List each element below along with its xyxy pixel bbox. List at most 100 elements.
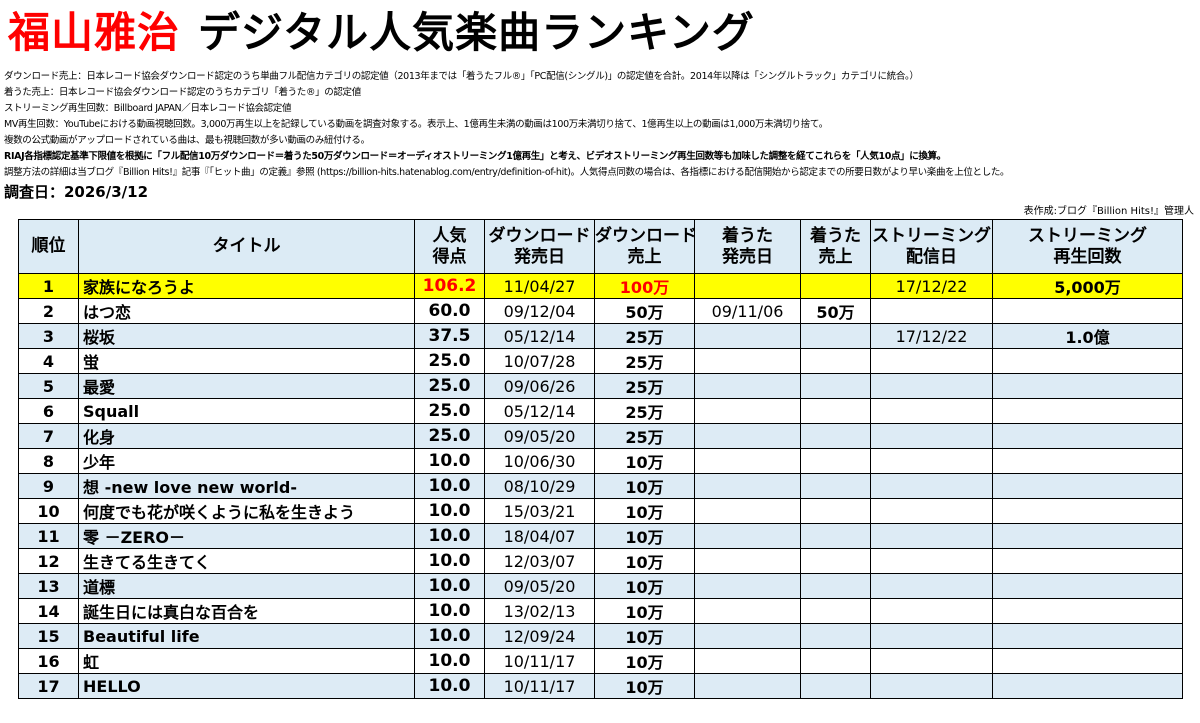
cell-streaming-date	[870, 523, 993, 549]
cell-chakuuta-sales: 50万	[800, 298, 871, 324]
table-row: 5 最愛 25.0 09/06/26 25万	[18, 373, 1183, 399]
author-credit: 表作成:ブログ『Billion Hits!』管理人	[1023, 206, 1194, 217]
artist-name: 福山雅治	[8, 8, 181, 57]
col-download-date: ダウンロード 発売日	[484, 219, 595, 274]
cell-chakuuta-date	[694, 398, 801, 424]
col-download-sales: ダウンロード 売上	[594, 219, 695, 274]
col-streaming-date: ストリーミング 配信日	[870, 219, 993, 274]
cell-chakuuta-sales	[800, 523, 871, 549]
cell-points: 10.0	[414, 498, 485, 524]
cell-rank: 7	[18, 423, 79, 449]
cell-download-sales: 100万	[594, 273, 695, 299]
cell-streaming-date	[870, 298, 993, 324]
note-scoring: RIAJ各指標認定基準下限値を根拠に「フル配信10万ダウンロード＝着うた50万ダ…	[4, 151, 946, 162]
cell-download-sales: 25万	[594, 373, 695, 399]
cell-streaming-plays	[992, 423, 1183, 449]
cell-download-date: 10/07/28	[484, 348, 595, 374]
note-adjustment: 調整方法の詳細は当ブログ『Billion Hits!』記事『「ヒット曲」の定義』…	[4, 167, 1010, 178]
cell-download-date: 05/12/14	[484, 398, 595, 424]
cell-chakuuta-sales	[800, 498, 871, 524]
cell-chakuuta-sales	[800, 323, 871, 349]
cell-download-date: 10/11/17	[484, 648, 595, 674]
cell-streaming-date	[870, 598, 993, 624]
cell-streaming-plays	[992, 673, 1183, 699]
cell-download-sales: 10万	[594, 598, 695, 624]
cell-streaming-plays: 5,000万	[992, 273, 1183, 299]
cell-streaming-date	[870, 623, 993, 649]
notes-block: ダウンロード売上：日本レコード協会ダウンロード認定のうち単曲フル配信カテゴリの認…	[4, 69, 1194, 181]
cell-chakuuta-sales	[800, 598, 871, 624]
table-row: 13 道標 10.0 09/05/20 10万	[18, 573, 1183, 599]
cell-chakuuta-date	[694, 373, 801, 399]
cell-download-date: 08/10/29	[484, 473, 595, 499]
cell-download-date: 10/06/30	[484, 448, 595, 474]
cell-streaming-plays	[992, 598, 1183, 624]
cell-streaming-plays	[992, 648, 1183, 674]
cell-rank: 13	[18, 573, 79, 599]
cell-streaming-date	[870, 673, 993, 699]
table-row: 12 生きてる生きてく 10.0 12/03/07 10万	[18, 548, 1183, 574]
table-row: 4 蛍 25.0 10/07/28 25万	[18, 348, 1183, 374]
table-row: 17 HELLO 10.0 10/11/17 10万	[18, 673, 1183, 699]
cell-title: はつ恋	[78, 298, 415, 324]
table-row: 15 Beautiful life 10.0 12/09/24 10万	[18, 623, 1183, 649]
page-title: 福山雅治 デジタル人気楽曲ランキング	[8, 2, 755, 64]
cell-download-sales: 10万	[594, 523, 695, 549]
cell-download-date: 10/11/17	[484, 673, 595, 699]
cell-chakuuta-date	[694, 323, 801, 349]
cell-download-sales: 25万	[594, 398, 695, 424]
cell-points: 10.0	[414, 648, 485, 674]
cell-rank: 5	[18, 373, 79, 399]
cell-points: 25.0	[414, 373, 485, 399]
cell-rank: 12	[18, 548, 79, 574]
cell-download-date: 12/03/07	[484, 548, 595, 574]
cell-download-sales: 25万	[594, 348, 695, 374]
cell-streaming-plays	[992, 348, 1183, 374]
cell-rank: 11	[18, 523, 79, 549]
cell-points: 10.0	[414, 548, 485, 574]
cell-chakuuta-sales	[800, 548, 871, 574]
note-streaming-plays: ストリーミング再生回数：Billboard JAPAN／日本レコード協会認定値	[4, 103, 292, 114]
note-multiple-videos: 複数の公式動画がアップロードされている曲は、最も視聴回数が多い動画のみ紐付ける。	[4, 135, 370, 146]
cell-points: 10.0	[414, 573, 485, 599]
ranking-title: デジタル人気楽曲ランキング	[198, 8, 755, 57]
cell-download-sales: 10万	[594, 473, 695, 499]
cell-chakuuta-sales	[800, 448, 871, 474]
col-chakuuta-date: 着うた 発売日	[694, 219, 801, 274]
cell-chakuuta-date	[694, 273, 801, 299]
cell-title: 誕生日には真白な百合を	[78, 598, 415, 624]
cell-rank: 15	[18, 623, 79, 649]
cell-rank: 3	[18, 323, 79, 349]
cell-download-date: 18/04/07	[484, 523, 595, 549]
col-title: タイトル	[78, 219, 415, 274]
cell-title: Beautiful life	[78, 623, 415, 649]
cell-streaming-plays	[992, 398, 1183, 424]
table-header-row: 順位 タイトル 人気 得点 ダウンロード 発売日 ダウンロード 売上 着うた 発売日 着…	[18, 219, 1183, 274]
cell-rank: 2	[18, 298, 79, 324]
cell-download-date: 09/05/20	[484, 573, 595, 599]
cell-download-date: 11/04/27	[484, 273, 595, 299]
cell-chakuuta-date	[694, 548, 801, 574]
note-chakuuta-sales: 着うた売上：日本レコード協会ダウンロード認定のうちカテゴリ「着うた®」の認定値	[4, 87, 361, 98]
table-row: 7 化身 25.0 09/05/20 25万	[18, 423, 1183, 449]
cell-points: 60.0	[414, 298, 485, 324]
cell-chakuuta-sales	[800, 473, 871, 499]
cell-download-date: 13/02/13	[484, 598, 595, 624]
cell-chakuuta-sales	[800, 348, 871, 374]
cell-streaming-date	[870, 373, 993, 399]
cell-download-date: 05/12/14	[484, 323, 595, 349]
cell-chakuuta-sales	[800, 423, 871, 449]
cell-title: 何度でも花が咲くように私を生きよう	[78, 498, 415, 524]
cell-chakuuta-date	[694, 573, 801, 599]
cell-points: 37.5	[414, 323, 485, 349]
cell-points: 10.0	[414, 523, 485, 549]
note-mv-plays: MV再生回数：YouTubeにおける動画視聴回数。3,000万再生以上を記録して…	[4, 119, 828, 130]
cell-title: 想 -new love new world-	[78, 473, 415, 499]
cell-chakuuta-date	[694, 348, 801, 374]
cell-rank: 14	[18, 598, 79, 624]
cell-streaming-date	[870, 448, 993, 474]
table-row: 8 少年 10.0 10/06/30 10万	[18, 448, 1183, 474]
cell-chakuuta-date	[694, 448, 801, 474]
cell-download-sales: 10万	[594, 448, 695, 474]
cell-title: 零 －ZERO－	[78, 523, 415, 549]
